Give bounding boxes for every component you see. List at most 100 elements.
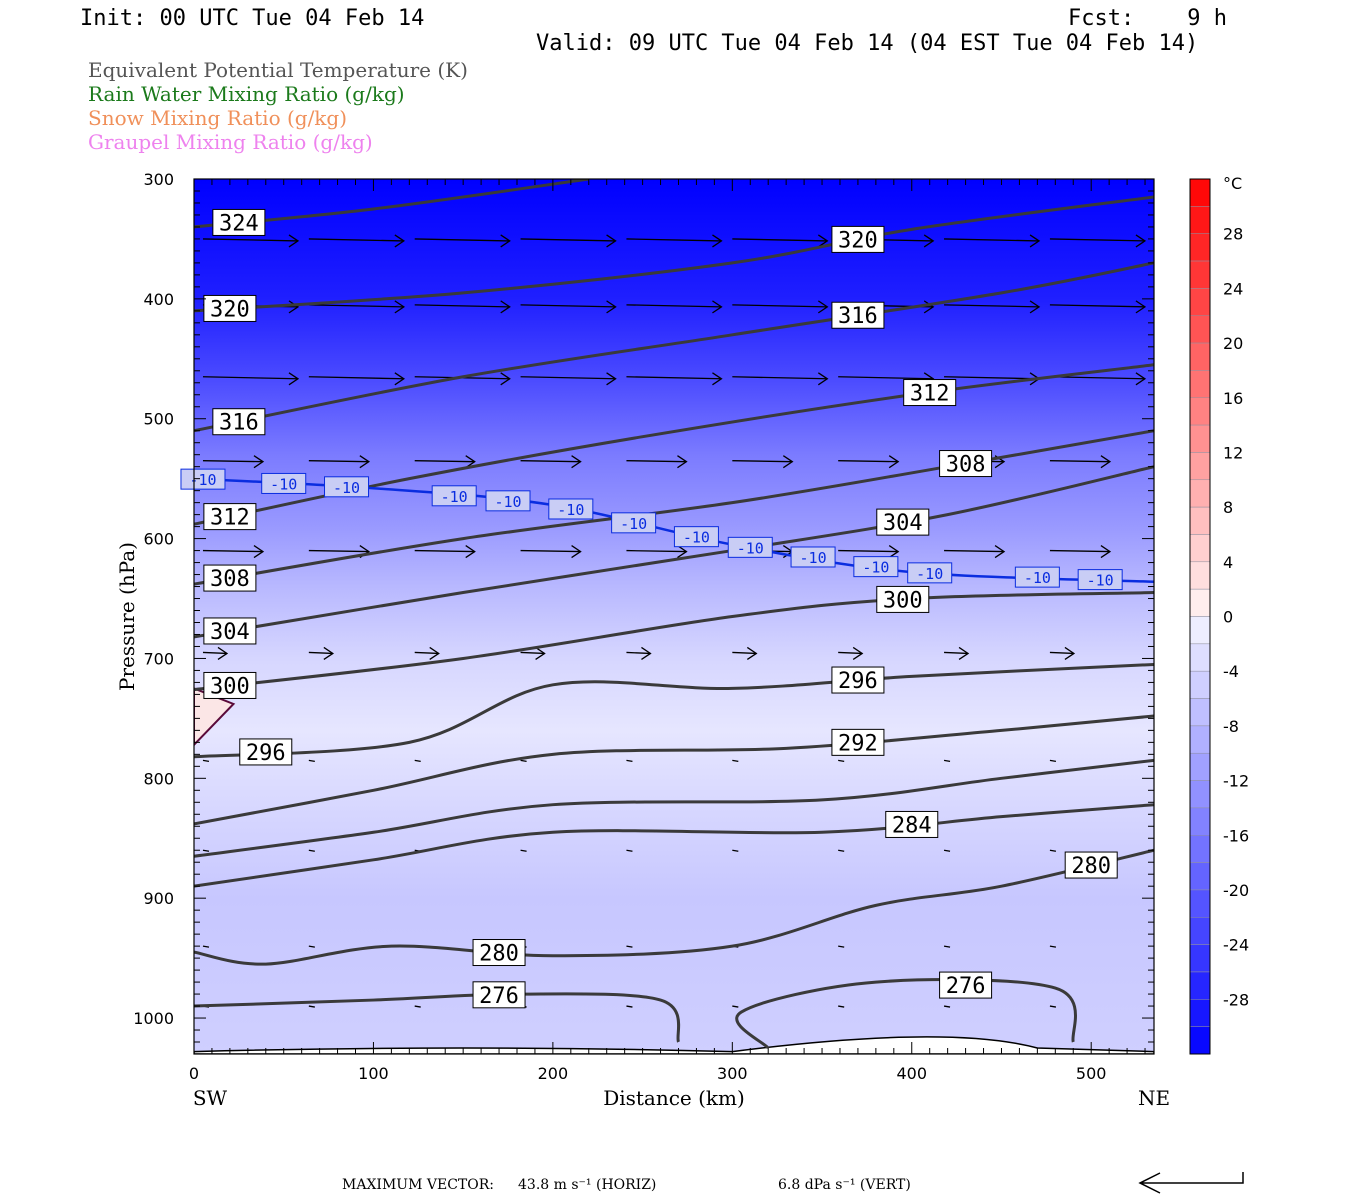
wind-vector-head (1064, 646, 1076, 660)
theta-e-contour (194, 803, 1154, 888)
wind-vector (202, 549, 263, 553)
wind-vector (944, 304, 1040, 308)
theta-e-contour (194, 848, 1154, 966)
theta-e-label-box (939, 971, 993, 999)
wind-vector (520, 460, 581, 463)
isotherm-label-box (907, 562, 953, 584)
colorbar-box (1189, 889, 1211, 918)
colorbar-box (1189, 1026, 1211, 1055)
colorbar-box (1189, 506, 1211, 535)
wind-vector-head (606, 234, 617, 248)
theta-e-label-box (472, 939, 526, 967)
wind-vector (308, 460, 369, 463)
wind-vector (1049, 549, 1110, 553)
isotherm-label-box (1014, 566, 1060, 588)
wind-vector (520, 759, 527, 762)
sw-label: SW (193, 1086, 228, 1110)
colorbar-box (1189, 233, 1211, 262)
theta-e-contour (194, 465, 1154, 639)
wind-vector (308, 376, 404, 380)
y-tick-label: 300 (143, 170, 174, 189)
theta-e-label: 300 (210, 674, 250, 699)
colorbar-box (1189, 452, 1211, 481)
wind-vector-head (677, 545, 688, 559)
valid-time: Valid: 09 UTC Tue 04 Feb 14 (04 EST Tue … (536, 31, 1199, 56)
theta-e-label-box (885, 810, 939, 838)
wind-vector (626, 549, 687, 553)
wind-vector-head (994, 545, 1006, 559)
isotherm-label-box (1077, 569, 1123, 591)
theta-e-label: 316 (838, 304, 878, 329)
wind-vector (414, 651, 439, 655)
wind-vector (838, 945, 845, 948)
wind-vector-head (571, 545, 582, 559)
theta-e-label: 320 (838, 228, 878, 253)
max-vector-label: MAXIMUM VECTOR: (342, 1177, 494, 1193)
wind-vector (943, 759, 951, 762)
isotherm-label-box (261, 472, 307, 494)
y-tick-label: 900 (143, 889, 174, 908)
wind-vector-head (817, 372, 829, 386)
wind-vector-head (288, 234, 300, 248)
theta-e-label: 296 (246, 741, 286, 766)
wind-vector (414, 460, 475, 463)
wind-vector (944, 376, 1040, 380)
wind-vector-head (1029, 234, 1041, 248)
colorbar-box (1189, 616, 1211, 645)
wind-vector (520, 376, 616, 380)
wind-vector-head (500, 300, 511, 314)
wind-vector (1049, 304, 1145, 308)
theta-e-contour (194, 195, 1154, 313)
theta-e-label: 276 (946, 974, 986, 999)
colorbar-box (1189, 479, 1211, 508)
legend-snow: Snow Mixing Ratio (g/kg) (88, 106, 348, 130)
isotherm-label: -10 (441, 488, 468, 506)
wind-vector (732, 1005, 739, 1008)
plot-frame (193, 178, 1155, 1055)
wind-vector (1049, 945, 1057, 948)
x-axis: 0 100 200 300 400 500 Distance (km) SW NE (189, 179, 1170, 1110)
colorbar-box (1189, 260, 1211, 289)
theta-e-label-box (203, 671, 257, 699)
wind-vector-head (677, 455, 688, 469)
isotherm-label-box (790, 546, 836, 568)
theta-e-label: 280 (1071, 854, 1111, 879)
colorbar-box (1189, 588, 1211, 617)
colorbar-box (1189, 807, 1211, 836)
colorbar-tick-label: 12 (1223, 443, 1243, 462)
theta-e-label-box (939, 450, 993, 478)
wind-vector-head (958, 646, 970, 660)
colorbar-frame (1189, 178, 1211, 1055)
wind-vector (943, 1005, 951, 1008)
wind-vector-head (217, 646, 229, 660)
isotherm-label: -10 (620, 515, 647, 533)
theta-e-label-box (212, 408, 266, 436)
wind-vector (308, 759, 315, 762)
y-tick-label: 800 (143, 769, 174, 788)
wind-vector (944, 651, 969, 655)
colorbar-tick-label: 16 (1223, 389, 1243, 408)
colorbar-box (1189, 206, 1211, 234)
max-vector-vert: 6.8 dPa s⁻¹ (VERT) (778, 1177, 911, 1193)
isotherm-label-box (673, 526, 719, 548)
colorbar-box (1189, 424, 1211, 453)
wind-vector (944, 549, 1005, 553)
wind-vector (414, 759, 421, 762)
isotherm-label: -10 (333, 479, 360, 497)
wind-vector (520, 238, 616, 242)
theta-e-labels: 324 320 320 316 316 312 312 308 308 304 304 300 300 2… (203, 208, 1118, 1009)
theta-e-label: 312 (910, 382, 950, 407)
colorbar-box (1189, 534, 1211, 563)
wind-vector (202, 651, 227, 655)
wind-vector (732, 238, 828, 242)
colorbar-tick-label: -16 (1223, 826, 1249, 845)
wind-vector (626, 945, 633, 948)
y-tick-label: 500 (143, 410, 174, 429)
wind-vector (732, 759, 739, 762)
colorbar-box (1189, 917, 1211, 945)
theta-e-label: 300 (883, 588, 923, 613)
wind-vector-head (712, 372, 723, 386)
theta-e-contour (194, 591, 1154, 692)
wind-vector (626, 651, 651, 655)
